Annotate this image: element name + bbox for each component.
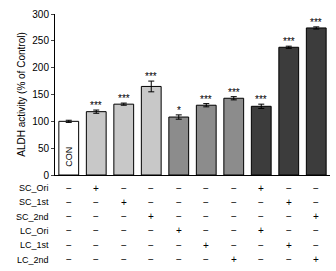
svg-text:***: *** — [283, 36, 295, 47]
svg-text:+: + — [313, 211, 319, 222]
svg-text:+: + — [286, 197, 292, 208]
svg-text:−: − — [203, 225, 209, 236]
svg-text:−: − — [286, 211, 292, 222]
svg-text:−: − — [231, 183, 237, 194]
svg-text:***: *** — [228, 87, 240, 98]
svg-text:+: + — [148, 211, 154, 222]
svg-text:SC_Ori: SC_Ori — [19, 183, 49, 193]
svg-text:−: − — [121, 211, 127, 222]
svg-text:−: − — [286, 254, 292, 265]
svg-text:−: − — [148, 225, 154, 236]
svg-text:−: − — [66, 254, 72, 265]
svg-text:−: − — [313, 225, 319, 236]
svg-text:+: + — [258, 225, 264, 236]
svg-text:−: − — [203, 183, 209, 194]
svg-text:−: − — [313, 240, 319, 251]
svg-text:+: + — [286, 240, 292, 251]
svg-text:LC_Ori: LC_Ori — [20, 226, 49, 236]
svg-text:200: 200 — [32, 62, 49, 73]
svg-text:250: 250 — [32, 35, 49, 46]
svg-text:−: − — [121, 225, 127, 236]
svg-text:−: − — [258, 197, 264, 208]
svg-text:+: + — [93, 183, 99, 194]
svg-text:***: *** — [145, 71, 157, 82]
svg-text:LC_2nd: LC_2nd — [17, 255, 49, 265]
svg-text:−: − — [258, 211, 264, 222]
svg-text:−: − — [313, 183, 319, 194]
svg-text:150: 150 — [32, 89, 49, 100]
svg-text:−: − — [286, 183, 292, 194]
svg-text:***: *** — [200, 94, 212, 105]
svg-text:0: 0 — [43, 170, 49, 181]
svg-text:SC_2nd: SC_2nd — [16, 212, 49, 222]
svg-text:+: + — [203, 240, 209, 251]
svg-text:−: − — [121, 240, 127, 251]
svg-text:−: − — [203, 211, 209, 222]
svg-text:−: − — [231, 225, 237, 236]
svg-text:***: *** — [310, 17, 322, 28]
svg-text:*: * — [177, 105, 181, 116]
svg-text:−: − — [176, 183, 182, 194]
svg-text:−: − — [176, 211, 182, 222]
svg-text:CON: CON — [64, 147, 74, 167]
svg-text:LC_1st: LC_1st — [20, 240, 49, 250]
svg-text:−: − — [93, 254, 99, 265]
svg-text:−: − — [66, 197, 72, 208]
svg-text:−: − — [121, 183, 127, 194]
svg-text:−: − — [258, 240, 264, 251]
svg-text:−: − — [93, 225, 99, 236]
svg-text:−: − — [121, 254, 127, 265]
svg-text:−: − — [66, 183, 72, 194]
svg-text:−: − — [148, 254, 154, 265]
svg-text:***: *** — [118, 93, 130, 104]
svg-text:100: 100 — [32, 116, 49, 127]
svg-text:−: − — [93, 240, 99, 251]
svg-text:−: − — [66, 240, 72, 251]
svg-text:ALDH activity (% of Control): ALDH activity (% of Control) — [16, 32, 27, 156]
svg-text:−: − — [176, 240, 182, 251]
svg-text:−: − — [66, 211, 72, 222]
svg-text:+: + — [231, 254, 237, 265]
svg-text:+: + — [176, 225, 182, 236]
svg-text:−: − — [176, 197, 182, 208]
svg-text:−: − — [203, 197, 209, 208]
svg-text:−: − — [66, 225, 72, 236]
svg-text:−: − — [148, 197, 154, 208]
svg-text:−: − — [176, 254, 182, 265]
svg-text:−: − — [258, 254, 264, 265]
svg-text:300: 300 — [32, 9, 49, 20]
svg-text:***: *** — [255, 94, 267, 105]
svg-text:−: − — [148, 240, 154, 251]
svg-text:−: − — [148, 183, 154, 194]
svg-text:−: − — [231, 197, 237, 208]
svg-text:SC_1st: SC_1st — [19, 197, 49, 207]
svg-text:+: + — [313, 254, 319, 265]
svg-text:***: *** — [90, 100, 102, 111]
svg-text:−: − — [203, 254, 209, 265]
svg-text:−: − — [231, 240, 237, 251]
svg-text:−: − — [231, 211, 237, 222]
svg-text:−: − — [286, 225, 292, 236]
svg-text:50: 50 — [38, 143, 50, 154]
svg-text:+: + — [258, 183, 264, 194]
svg-text:+: + — [121, 197, 127, 208]
svg-text:−: − — [93, 197, 99, 208]
svg-text:−: − — [313, 197, 319, 208]
svg-text:−: − — [93, 211, 99, 222]
